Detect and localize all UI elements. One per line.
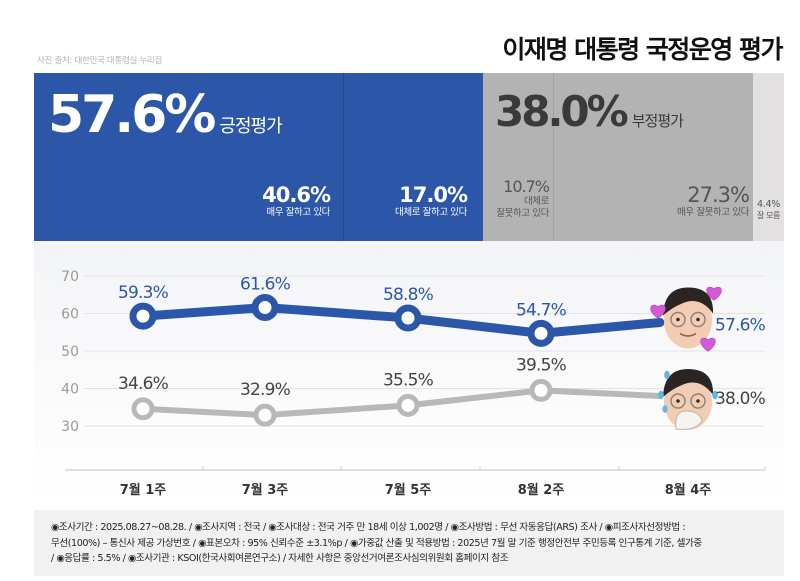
positive-latest-label: 57.6%: [715, 316, 766, 336]
approval-stacked-bar: 57.6% 긍정평가 40.6% 매우 잘하고 있다 17.0% 대체로 잘하고 …: [34, 73, 784, 241]
negative-data-label: 32.9%: [240, 380, 291, 400]
negative-data-point: [529, 378, 553, 402]
face-skin: [664, 292, 712, 349]
dont-know-value: 4.4%: [757, 199, 780, 210]
heart-icon: [700, 337, 716, 352]
y-tick-label: 50: [61, 344, 79, 360]
negative-data-label: 34.6%: [118, 374, 169, 394]
positive-data-point: [394, 304, 422, 332]
sweat-drop-icon: [658, 390, 664, 400]
fairly-bad-label-line1: 대체로: [523, 196, 549, 207]
face-hair: [663, 287, 714, 316]
positive-total-label: 긍정평가: [219, 116, 282, 137]
x-tick-label: 7월 5주: [385, 482, 432, 498]
positive-data-label: 61.6%: [240, 275, 291, 295]
very-good-label: 매우 잘하고 있다: [266, 207, 330, 218]
very-good-stat: 40.6% 매우 잘하고 있다: [262, 183, 331, 219]
positive-data-label: 58.8%: [383, 285, 434, 305]
footnote-line: ◉조사기간 : 2025.08.27~08.28. / ◉조사지역 : 전국 /…: [51, 522, 686, 533]
eye-right: [696, 317, 700, 322]
smiling-face-hearts-icon: [650, 286, 722, 352]
x-tick-label: 8월 4주: [665, 482, 712, 498]
negative-data-point: [131, 397, 155, 421]
y-tick-label: 30: [61, 419, 79, 435]
negative-latest-label: 38.0%: [715, 389, 766, 409]
negative-segment: 38.0% 부정평가 10.7% 대체로 잘못하고 있다 27.3% 매우 잘못하…: [483, 73, 753, 241]
sweat-drop-icon: [662, 405, 668, 413]
positive-data-point: [129, 302, 157, 330]
fairly-good-label: 대체로 잘하고 있다: [395, 207, 467, 218]
positive-data-point: [251, 294, 279, 321]
x-tick-label: 7월 3주: [242, 482, 289, 498]
sweating-face-icon: [658, 369, 718, 430]
fairly-bad-stat: 10.7% 대체로 잘못하고 있다: [489, 177, 550, 220]
positive-data-label: 54.7%: [516, 300, 567, 320]
negative-data-point: [396, 393, 420, 417]
negative-total-value: 38.0%: [495, 87, 629, 136]
x-tick-label: 8월 2주: [518, 482, 565, 498]
dont-know-segment: 4.4% 잘 모름: [753, 73, 784, 241]
negative-total: 38.0% 부정평가: [495, 87, 684, 136]
dont-know-stat: 4.4% 잘 모름: [753, 199, 784, 222]
heart-icon: [706, 286, 722, 301]
footnote-line: / ◉응답률 : 5.5% / ◉조사기관 : KSOI(한국사회여론연구소) …: [51, 553, 509, 564]
very-good-value: 40.6%: [262, 183, 331, 207]
sweat-drop-icon: [712, 390, 718, 400]
glasses-right: [690, 393, 706, 409]
negative-data-label: 39.5%: [516, 355, 567, 375]
very-bad-label: 매우 잘못하고 있다: [677, 207, 749, 218]
face-hair: [663, 369, 714, 397]
glasses-right: [690, 311, 706, 328]
very-bad-stat: 27.3% 매우 잘못하고 있다: [677, 183, 750, 219]
page-title: 이재명 대통령 국정운영 평가: [502, 35, 783, 64]
eye-left: [676, 399, 680, 403]
eye-left: [676, 317, 680, 322]
survey-footnote: ◉조사기간 : 2025.08.27~08.28. / ◉조사지역 : 전국 /…: [34, 510, 784, 576]
positive-segment: 57.6% 긍정평가 40.6% 매우 잘하고 있다 17.0% 대체로 잘하고 …: [34, 73, 483, 241]
glasses-left: [670, 393, 686, 409]
negative-data-point: [253, 403, 277, 427]
x-tick-label: 7월 1주: [120, 482, 167, 498]
positive-total-value: 57.6%: [48, 85, 216, 145]
footnote-line: 무선(100%) – 통신사 제공 가상번호 / ◉표본오차 : 95% 신뢰수…: [51, 537, 702, 549]
negative-divider: [553, 73, 554, 241]
chart-background: [34, 241, 784, 507]
eye-right: [696, 399, 700, 403]
smile: [679, 332, 697, 337]
fairly-good-stat: 17.0% 대체로 잘하고 있다: [395, 183, 468, 219]
fairly-bad-value: 10.7%: [503, 177, 550, 196]
positive-divider: [343, 73, 344, 241]
glasses-left: [670, 311, 686, 328]
dont-know-label: 잘 모름: [756, 211, 781, 220]
heart-icon: [650, 304, 666, 319]
positive-total: 57.6% 긍정평가: [48, 85, 283, 145]
y-tick-label: 70: [61, 269, 79, 285]
negative-total-label: 부정평가: [631, 112, 684, 130]
very-bad-value: 27.3%: [687, 183, 750, 207]
y-tick-label: 60: [61, 307, 79, 323]
hand-covering-mouth: [675, 410, 703, 430]
sweat-drop-icon: [664, 370, 670, 380]
positive-data-point: [527, 319, 555, 347]
y-tick-label: 40: [61, 382, 79, 398]
fairly-good-value: 17.0%: [399, 183, 468, 207]
positive-data-label: 59.3%: [118, 283, 169, 303]
negative-data-label: 35.5%: [383, 370, 434, 390]
photo-source-caption: 사진 출처: 대한민국 대통령실 누리집: [37, 56, 162, 66]
fairly-bad-label-line2: 잘못하고 있다: [496, 208, 549, 219]
